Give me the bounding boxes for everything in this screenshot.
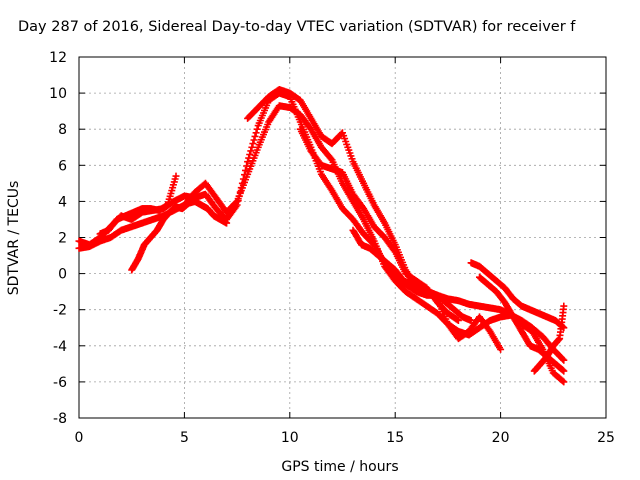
x-axis-label: GPS time / hours (281, 459, 398, 475)
data-points (75, 86, 568, 386)
axis-ticks: 0 5 10 15 20 25 -8 -6 -4 -2 0 2 4 6 8 10 12 (49, 50, 615, 446)
series-track (128, 197, 231, 274)
y-tick-label: 4 (58, 194, 67, 210)
y-axis-label: SDTVAR / TECUs (6, 181, 22, 296)
series-track (96, 172, 180, 238)
y-tick-label: 0 (58, 267, 67, 283)
y-tick-label: 10 (49, 86, 67, 102)
chart-title: Day 287 of 2016, Sidereal Day-to-day VTE… (18, 19, 576, 35)
x-tick-label: 20 (492, 430, 510, 446)
grid (79, 57, 606, 418)
data-point (454, 317, 462, 324)
y-tick-label: 6 (58, 158, 67, 174)
x-tick-label: 10 (281, 430, 299, 446)
data-point (497, 345, 505, 353)
y-tick-label: -6 (53, 375, 67, 391)
data-point (249, 140, 257, 148)
data-point (559, 355, 567, 363)
x-tick-label: 15 (386, 430, 404, 446)
data-point (246, 151, 254, 158)
data-point (559, 377, 567, 385)
data-point (242, 166, 249, 174)
data-point (251, 132, 259, 140)
data-point (560, 302, 568, 310)
series-track (467, 259, 568, 332)
data-point (560, 378, 568, 386)
plot-frame (78, 56, 607, 419)
data-point (390, 247, 398, 254)
data-point (232, 199, 240, 206)
x-tick-label: 5 (180, 430, 189, 446)
x-tick-label: 0 (75, 430, 84, 446)
series-track (530, 302, 568, 375)
y-tick-label: -4 (53, 339, 67, 355)
data-point (327, 155, 335, 163)
series-track (244, 86, 505, 353)
data-point (223, 219, 231, 227)
data-point (560, 356, 568, 364)
data-point (467, 317, 475, 324)
data-point (247, 147, 255, 155)
data-point (248, 143, 256, 151)
y-tick-label: -8 (53, 411, 67, 427)
y-tick-label: 2 (58, 231, 67, 247)
data-point (560, 367, 568, 375)
data-point (253, 125, 261, 133)
y-tick-label: 12 (49, 50, 67, 66)
series-track (349, 226, 475, 324)
data-point (172, 172, 180, 180)
x-tick-label: 25 (597, 430, 615, 446)
data-point (244, 158, 252, 166)
data-point (250, 136, 258, 144)
y-tick-label: -2 (53, 303, 67, 319)
data-point (252, 129, 260, 137)
y-tick-label: 8 (58, 122, 67, 138)
